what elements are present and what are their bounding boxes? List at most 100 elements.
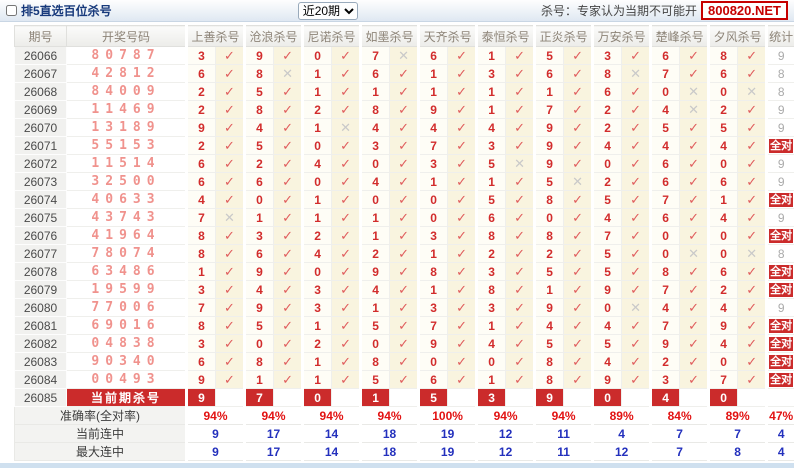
kill-result-cell: ✓ <box>274 227 303 245</box>
check-icon: ✓ <box>630 156 641 171</box>
check-icon: ✓ <box>456 102 467 117</box>
stat-cell: 8 <box>767 65 794 83</box>
kill-number-cell: 2 <box>187 137 216 155</box>
kill-number-cell: 2 <box>593 173 622 191</box>
kill-result-cell: ✓ <box>506 227 535 245</box>
kill-result-cell: ✓ <box>274 353 303 371</box>
kill-number-cell: 0 <box>419 353 448 371</box>
col-header-stat: 统计 <box>767 26 794 47</box>
kill-result-cell: ✓ <box>390 227 419 245</box>
kill-number-cell: 2 <box>593 101 622 119</box>
kill-number-cell: 4 <box>593 353 622 371</box>
kill-number-cell: 6 <box>535 65 564 83</box>
accuracy-value: 94% <box>361 407 419 425</box>
cross-icon: ✕ <box>282 66 293 81</box>
check-icon: ✓ <box>514 48 525 63</box>
summary-row: 准确率(全对率)94%94%94%94%100%94%94%89%84%89%4… <box>15 407 794 425</box>
check-icon: ✓ <box>224 84 235 99</box>
check-icon: ✓ <box>224 354 235 369</box>
accuracy-value: 89% <box>593 407 651 425</box>
check-icon: ✓ <box>746 300 757 315</box>
check-icon: ✓ <box>282 210 293 225</box>
kill-result-cell: ✓ <box>216 137 245 155</box>
kill-result-cell: ✓ <box>390 65 419 83</box>
check-icon: ✓ <box>572 156 583 171</box>
period-range-select[interactable]: 近20期 <box>298 2 358 20</box>
current-kill-blank <box>738 389 767 407</box>
kill-number-cell: 6 <box>419 371 448 389</box>
kill-result-cell: ✓ <box>448 173 477 191</box>
kill-number-cell: 2 <box>361 245 390 263</box>
kill-number-cell: 7 <box>361 47 390 65</box>
check-icon: ✓ <box>340 66 351 81</box>
kill-number-cell: 1 <box>245 371 274 389</box>
kill-result-cell: ✕ <box>622 65 651 83</box>
cross-icon: ✕ <box>514 156 525 171</box>
check-icon: ✓ <box>572 120 583 135</box>
kill-result-cell: ✓ <box>332 317 361 335</box>
kill-number-cell: 3 <box>477 65 506 83</box>
kill-number-cell: 8 <box>361 353 390 371</box>
kill-result-cell: ✓ <box>390 83 419 101</box>
kill-result-cell: ✓ <box>448 47 477 65</box>
current-kill-blank <box>680 389 709 407</box>
kill-number-cell: 0 <box>245 191 274 209</box>
streak-value: 7 <box>651 425 709 443</box>
kill-number-cell: 0 <box>593 299 622 317</box>
kill-result-cell: ✓ <box>506 137 535 155</box>
kill-number-cell: 3 <box>651 371 680 389</box>
kill-result-cell: ✓ <box>738 281 767 299</box>
check-icon: ✓ <box>514 282 525 297</box>
check-icon: ✓ <box>746 336 757 351</box>
kill-number-cell: 3 <box>187 281 216 299</box>
period-cell: 26084 <box>15 371 67 389</box>
check-icon: ✓ <box>340 210 351 225</box>
check-icon: ✓ <box>340 84 351 99</box>
kill-number-cell: 4 <box>245 281 274 299</box>
stat-cell: 全对 <box>767 227 794 245</box>
kill-number-cell: 5 <box>593 245 622 263</box>
kill-number-cell: 2 <box>593 119 622 137</box>
kill-result-cell: ✓ <box>390 317 419 335</box>
check-icon: ✓ <box>282 246 293 261</box>
kill-number-cell: 6 <box>709 263 738 281</box>
period-cell: 26078 <box>15 263 67 281</box>
kill-number-cell: 2 <box>477 245 506 263</box>
draw-number-cell: 11514 <box>67 155 187 173</box>
kill-number-cell: 1 <box>245 209 274 227</box>
kill-number-cell: 1 <box>477 317 506 335</box>
kill-result-cell: ✓ <box>738 317 767 335</box>
kill-number-cell: 8 <box>187 317 216 335</box>
kill-result-cell: ✓ <box>332 65 361 83</box>
kill-number-cell: 7 <box>419 317 448 335</box>
kill-result-cell: ✓ <box>564 137 593 155</box>
kill-number-cell: 7 <box>419 137 448 155</box>
kill-result-cell: ✓ <box>564 209 593 227</box>
check-icon: ✓ <box>340 336 351 351</box>
streak-value: 17 <box>245 443 303 461</box>
kill-result-cell: ✓ <box>390 371 419 389</box>
kill-result-cell: ✓ <box>332 155 361 173</box>
kill-number-cell: 2 <box>303 335 332 353</box>
kill-number-cell: 1 <box>361 83 390 101</box>
kill-number-cell: 5 <box>535 263 564 281</box>
kill-number-cell: 4 <box>187 191 216 209</box>
current-kill-number: 0 <box>709 389 738 407</box>
check-icon: ✓ <box>224 156 235 171</box>
stat-cell: 全对 <box>767 371 794 389</box>
check-icon: ✓ <box>572 318 583 333</box>
cross-icon: ✕ <box>688 246 699 261</box>
kill-number-cell: 5 <box>245 317 274 335</box>
section-checkbox[interactable] <box>6 5 17 16</box>
check-icon: ✓ <box>630 246 641 261</box>
check-icon: ✓ <box>282 138 293 153</box>
kill-number-cell: 3 <box>477 137 506 155</box>
kill-result-cell: ✓ <box>332 299 361 317</box>
kill-number-cell: 1 <box>187 263 216 281</box>
kill-result-cell: ✓ <box>506 335 535 353</box>
check-icon: ✓ <box>340 264 351 279</box>
kill-number-cell: 9 <box>187 119 216 137</box>
kill-number-cell: 3 <box>245 227 274 245</box>
